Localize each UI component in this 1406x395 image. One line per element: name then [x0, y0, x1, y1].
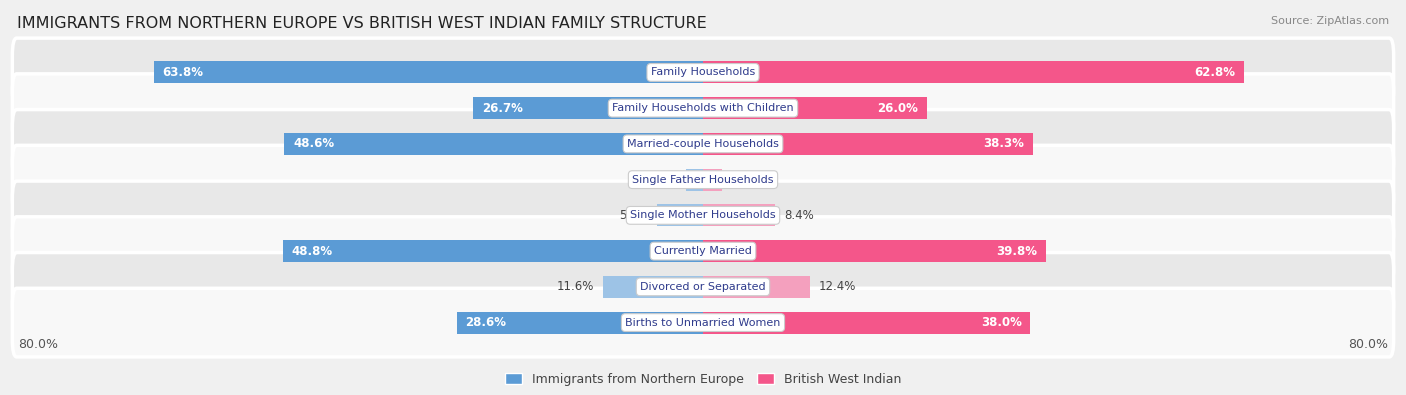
Text: Family Households with Children: Family Households with Children: [612, 103, 794, 113]
Text: Married-couple Households: Married-couple Households: [627, 139, 779, 149]
Bar: [703, 240, 1046, 262]
Legend: Immigrants from Northern Europe, British West Indian: Immigrants from Northern Europe, British…: [501, 369, 905, 389]
Bar: [658, 204, 703, 226]
FancyBboxPatch shape: [13, 38, 1393, 107]
Text: 12.4%: 12.4%: [818, 280, 856, 293]
Text: 26.7%: 26.7%: [482, 102, 523, 115]
Bar: [703, 312, 1031, 334]
Bar: [153, 61, 703, 83]
FancyBboxPatch shape: [13, 288, 1393, 357]
Text: 39.8%: 39.8%: [995, 245, 1038, 258]
Text: 11.6%: 11.6%: [557, 280, 595, 293]
FancyBboxPatch shape: [13, 109, 1393, 178]
FancyBboxPatch shape: [13, 181, 1393, 250]
Text: 38.0%: 38.0%: [981, 316, 1022, 329]
Text: Source: ZipAtlas.com: Source: ZipAtlas.com: [1271, 16, 1389, 26]
FancyBboxPatch shape: [13, 74, 1393, 143]
Bar: [472, 97, 703, 119]
Text: 2.0%: 2.0%: [647, 173, 678, 186]
FancyBboxPatch shape: [13, 145, 1393, 214]
Text: Currently Married: Currently Married: [654, 246, 752, 256]
Bar: [686, 169, 703, 191]
Bar: [703, 133, 1033, 155]
Text: 48.6%: 48.6%: [292, 137, 335, 150]
Text: 80.0%: 80.0%: [1347, 338, 1388, 351]
Text: 63.8%: 63.8%: [162, 66, 204, 79]
Text: 62.8%: 62.8%: [1194, 66, 1236, 79]
Bar: [703, 97, 927, 119]
Text: 80.0%: 80.0%: [18, 338, 59, 351]
Bar: [457, 312, 703, 334]
Text: 2.2%: 2.2%: [731, 173, 761, 186]
Text: Single Father Households: Single Father Households: [633, 175, 773, 184]
FancyBboxPatch shape: [13, 252, 1393, 321]
Bar: [703, 61, 1244, 83]
Text: Divorced or Separated: Divorced or Separated: [640, 282, 766, 292]
Bar: [703, 204, 775, 226]
Text: 26.0%: 26.0%: [877, 102, 918, 115]
Text: 28.6%: 28.6%: [465, 316, 506, 329]
Text: 38.3%: 38.3%: [983, 137, 1024, 150]
Text: IMMIGRANTS FROM NORTHERN EUROPE VS BRITISH WEST INDIAN FAMILY STRUCTURE: IMMIGRANTS FROM NORTHERN EUROPE VS BRITI…: [17, 16, 707, 31]
Text: Births to Unmarried Women: Births to Unmarried Women: [626, 318, 780, 327]
FancyBboxPatch shape: [13, 217, 1393, 286]
Text: 8.4%: 8.4%: [785, 209, 814, 222]
Bar: [703, 276, 810, 298]
Bar: [284, 133, 703, 155]
Text: Family Households: Family Households: [651, 68, 755, 77]
Text: 48.8%: 48.8%: [291, 245, 332, 258]
Bar: [283, 240, 703, 262]
Text: Single Mother Households: Single Mother Households: [630, 211, 776, 220]
Bar: [603, 276, 703, 298]
Text: 5.3%: 5.3%: [619, 209, 648, 222]
Bar: [703, 169, 721, 191]
